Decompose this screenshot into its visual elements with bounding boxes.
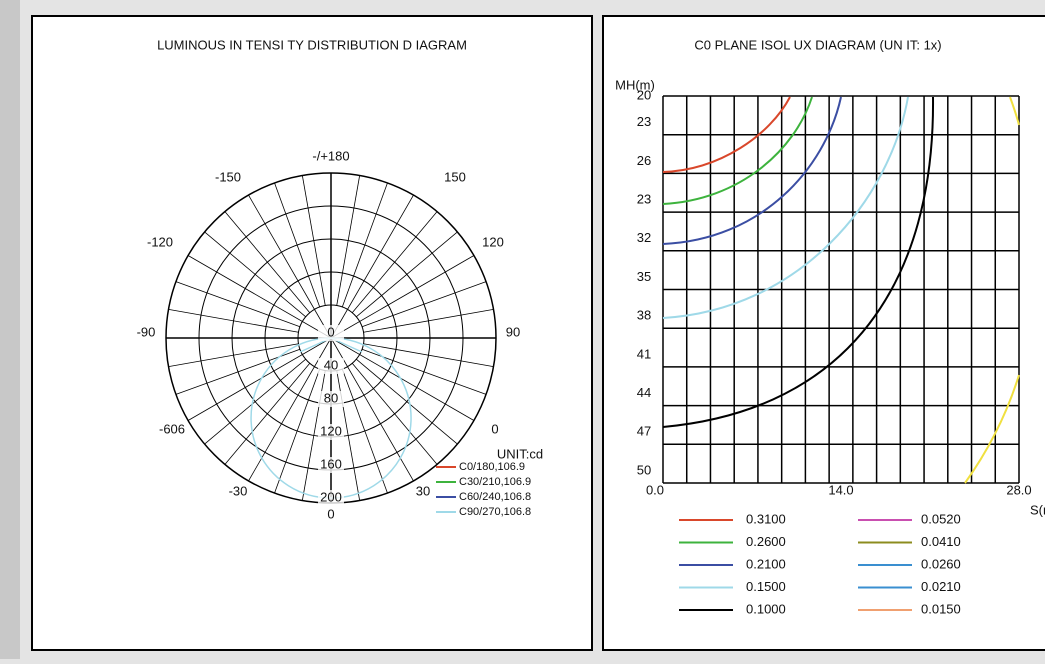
polar-spoke [363,308,494,333]
radial-label: 80 [324,390,338,405]
curve [662,96,791,173]
polar-title: LUMINOUS IN TENSI TY DISTRIBUTION D IAGR… [157,37,467,52]
legend-label: C0/180,106.9 [459,461,525,473]
polar-spoke [187,337,332,421]
y-tick-label: 41 [637,346,651,361]
x-tick-label: 0.0 [646,482,664,497]
curve [1009,96,1020,126]
polar-spoke [301,175,326,306]
y-tick-label: 50 [637,462,651,477]
curve [662,96,935,428]
polar-spoke [248,194,332,339]
curve [662,96,813,205]
legend-label: C30/210,106.9 [459,476,531,488]
label-bg [318,457,344,473]
x-axis-label: S(m [1030,502,1045,517]
angle-label: -606 [159,421,185,436]
polar-spoke [175,281,301,328]
polar-spoke [351,363,438,465]
angle-label: 90 [506,324,520,339]
angle-label: -90 [137,324,156,339]
polar-spoke [274,368,321,494]
angle-label: -120 [147,234,173,249]
legend-label: 0.1500 [746,579,786,594]
isolux-curves [662,96,1020,484]
legend-label: 0.3100 [746,511,786,526]
label-bg [318,424,344,440]
x-tick-label: 28.0 [1006,482,1031,497]
polar-spoke [363,343,494,368]
y-tick-label: 20 [637,87,651,102]
polar-spoke [351,211,438,313]
radial-label: 40 [324,357,338,372]
y-tick-label: 44 [637,385,651,400]
legend-label: C60/240,106.8 [459,491,531,503]
curve [662,96,909,319]
polar-spoke [330,194,414,339]
y-tick-label: 38 [637,308,651,323]
y-tick-label: 26 [637,153,651,168]
polar-spoke [204,231,306,318]
legend-label: 0.0260 [921,556,961,571]
polar-spoke [224,211,311,313]
polar-spoke [330,337,414,482]
angle-label: -30 [229,483,248,498]
polar-spoke [361,281,487,328]
angle-label: 0 [327,506,334,521]
legend-label: 0.2100 [746,556,786,571]
y-tick-label: 35 [637,269,651,284]
polar-spoke [356,358,458,445]
y-axis-label: MH(m) [615,77,655,92]
legend-label: 0.0150 [921,601,961,616]
label-bg [318,325,344,341]
angle-label: 120 [482,234,504,249]
angle-label: 0 [491,421,498,436]
y-tick-label: 23 [637,192,651,207]
angle-label: 150 [444,169,466,184]
side-strip [0,0,20,659]
isolux-title: C0 PLANE ISOL UX DIAGRAM (UN IT: 1x) [694,37,941,52]
angle-label: -/+180 [312,148,349,163]
polar-spoke [330,337,475,421]
radial-label: 160 [320,456,342,471]
angle-label: -150 [215,169,241,184]
polar-spoke [341,182,388,308]
legend-label: 0.0410 [921,534,961,549]
polar-spoke [274,182,321,308]
polar-spoke [187,255,332,339]
curve [964,374,1020,484]
label-bg [318,358,344,374]
legend-label: 0.1000 [746,601,786,616]
polar-spoke [330,255,475,339]
polar-spoke [248,337,332,482]
x-tick-label: 14.0 [828,482,853,497]
polar-spoke [168,308,299,333]
radial-label: 200 [320,489,342,504]
legend-label: 0.0520 [921,511,961,526]
polar-spoke [168,343,299,368]
legend-label: 0.2600 [746,534,786,549]
y-tick-label: 32 [637,230,651,245]
radial-label: 0 [327,324,334,339]
polar-spoke [341,368,388,494]
polar-spoke [204,358,306,445]
y-tick-label: 23 [637,114,651,129]
y-tick-label: 47 [637,424,651,439]
angle-label: 30 [416,483,430,498]
unit-label: UNIT:cd [497,446,543,461]
polar-spoke [224,363,311,465]
label-bg [318,391,344,407]
polar-panel [31,15,593,651]
label-bg [318,490,344,506]
polar-spoke [356,231,458,318]
legend-label: 0.0210 [921,579,961,594]
radial-label: 120 [320,423,342,438]
curve [662,96,842,245]
legend-label: C90/270,106.8 [459,506,531,518]
polar-spoke [336,175,361,306]
isolux-panel [602,15,1045,651]
